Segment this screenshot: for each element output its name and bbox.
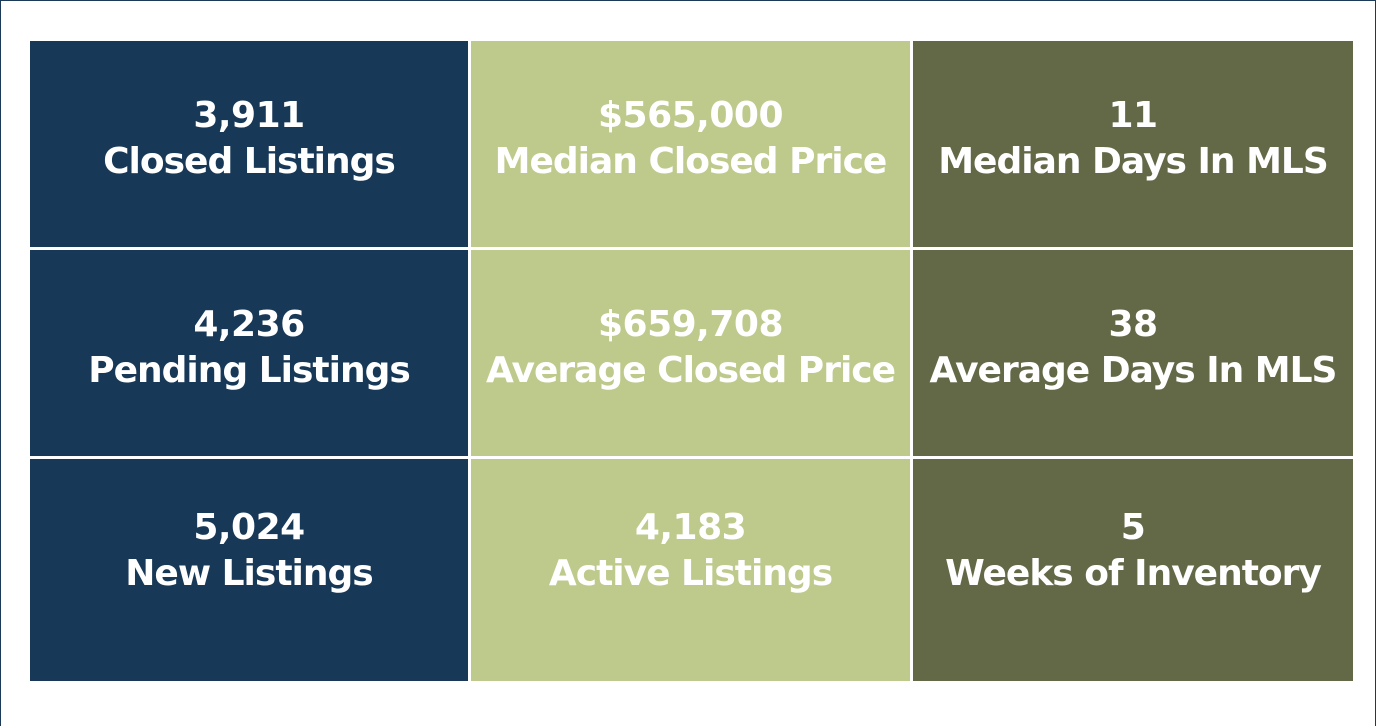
stat-value: $659,708 [597,304,784,345]
stat-value: $565,000 [597,95,784,136]
stat-tile-median-days-in-mls: 11 Median Days In MLS [913,41,1353,247]
stat-value: 5,024 [193,507,305,548]
stats-grid: 3,911 Closed Listings $565,000 Median Cl… [30,41,1353,681]
stat-tile-pending-listings: 4,236 Pending Listings [30,250,468,456]
stat-tile-weeks-of-inventory: 5 Weeks of Inventory [913,459,1353,681]
stat-value: 38 [1108,304,1158,345]
stat-label: Pending Listings [88,350,411,391]
stat-value: 4,236 [193,304,305,345]
stat-label: Average Closed Price [485,350,896,391]
stat-value: 4,183 [634,507,747,548]
stat-tile-median-closed-price: $565,000 Median Closed Price [471,41,910,247]
stat-value: 5 [1120,507,1146,548]
stat-tile-average-days-in-mls: 38 Average Days In MLS [913,250,1353,456]
stat-label: Weeks of Inventory [945,553,1322,594]
stat-tile-closed-listings: 3,911 Closed Listings [30,41,468,247]
stat-label: Median Closed Price [494,141,888,182]
stat-tile-new-listings: 5,024 New Listings [30,459,468,681]
stat-label: Average Days In MLS [929,350,1338,391]
stat-value: 11 [1108,95,1158,136]
stat-label: Closed Listings [103,141,396,182]
stat-value: 3,911 [193,95,305,136]
stat-tile-average-closed-price: $659,708 Average Closed Price [471,250,910,456]
stat-label: Active Listings [548,553,833,594]
stat-tile-active-listings: 4,183 Active Listings [471,459,910,681]
stat-label: New Listings [125,553,373,594]
stat-label: Median Days In MLS [938,141,1329,182]
